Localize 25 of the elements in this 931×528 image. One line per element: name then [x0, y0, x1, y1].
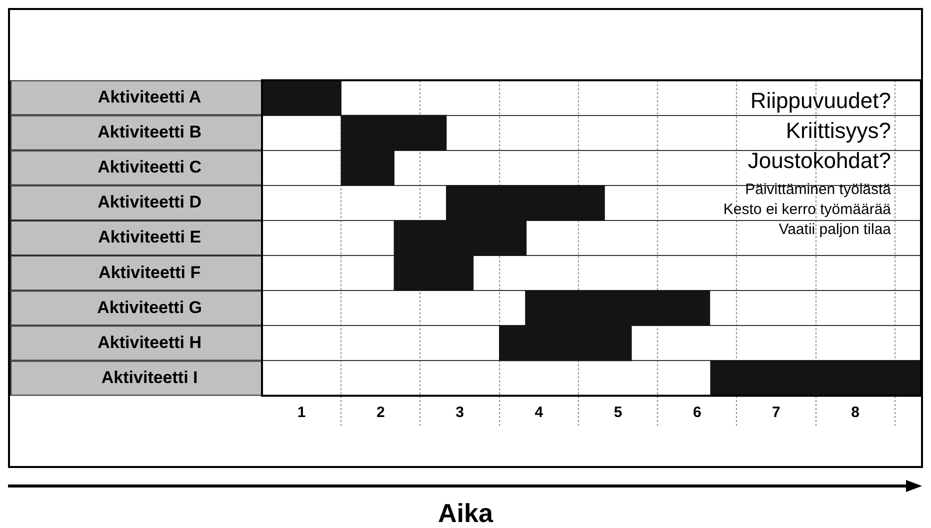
- annotation: Joustokohdat?: [748, 148, 891, 174]
- x-tick-label: 6: [692, 404, 702, 421]
- x-tick-label: 2: [376, 404, 385, 421]
- y-tick-label: Aktiviteetti E: [98, 228, 202, 247]
- y-tick-label: Aktiviteetti D: [98, 192, 202, 212]
- y-tick-label: Aktiviteetti B: [98, 122, 202, 142]
- y-tick-label: Aktiviteetti A: [98, 87, 202, 106]
- annotation: Kriittisyys?: [786, 118, 891, 144]
- y-tick-label: Aktiviteetti I: [101, 368, 198, 387]
- y-tick-label: Aktiviteetti C: [98, 158, 202, 177]
- x-tick-label: 7: [772, 404, 780, 421]
- annotation: Päivittäminen työlästä: [745, 181, 892, 198]
- x-tick-label: 1: [297, 404, 306, 421]
- x-axis-title: Aika: [437, 498, 494, 528]
- x-tick-label: 3: [456, 404, 464, 421]
- x-tick-label: 5: [614, 404, 622, 421]
- x-tick-label: 8: [851, 404, 860, 421]
- y-tick-label: Aktiviteetti G: [97, 298, 202, 317]
- y-tick-label: Aktiviteetti F: [98, 262, 201, 282]
- annotation: Kesto ei kerro työmäärää: [723, 201, 892, 218]
- bar: [710, 360, 921, 396]
- y-tick-label: Aktiviteetti H: [98, 332, 202, 352]
- annotation: Riippuvuudet?: [750, 88, 891, 114]
- annotation: Vaatii paljon tilaa: [778, 221, 892, 238]
- x-tick-label: 4: [534, 404, 544, 421]
